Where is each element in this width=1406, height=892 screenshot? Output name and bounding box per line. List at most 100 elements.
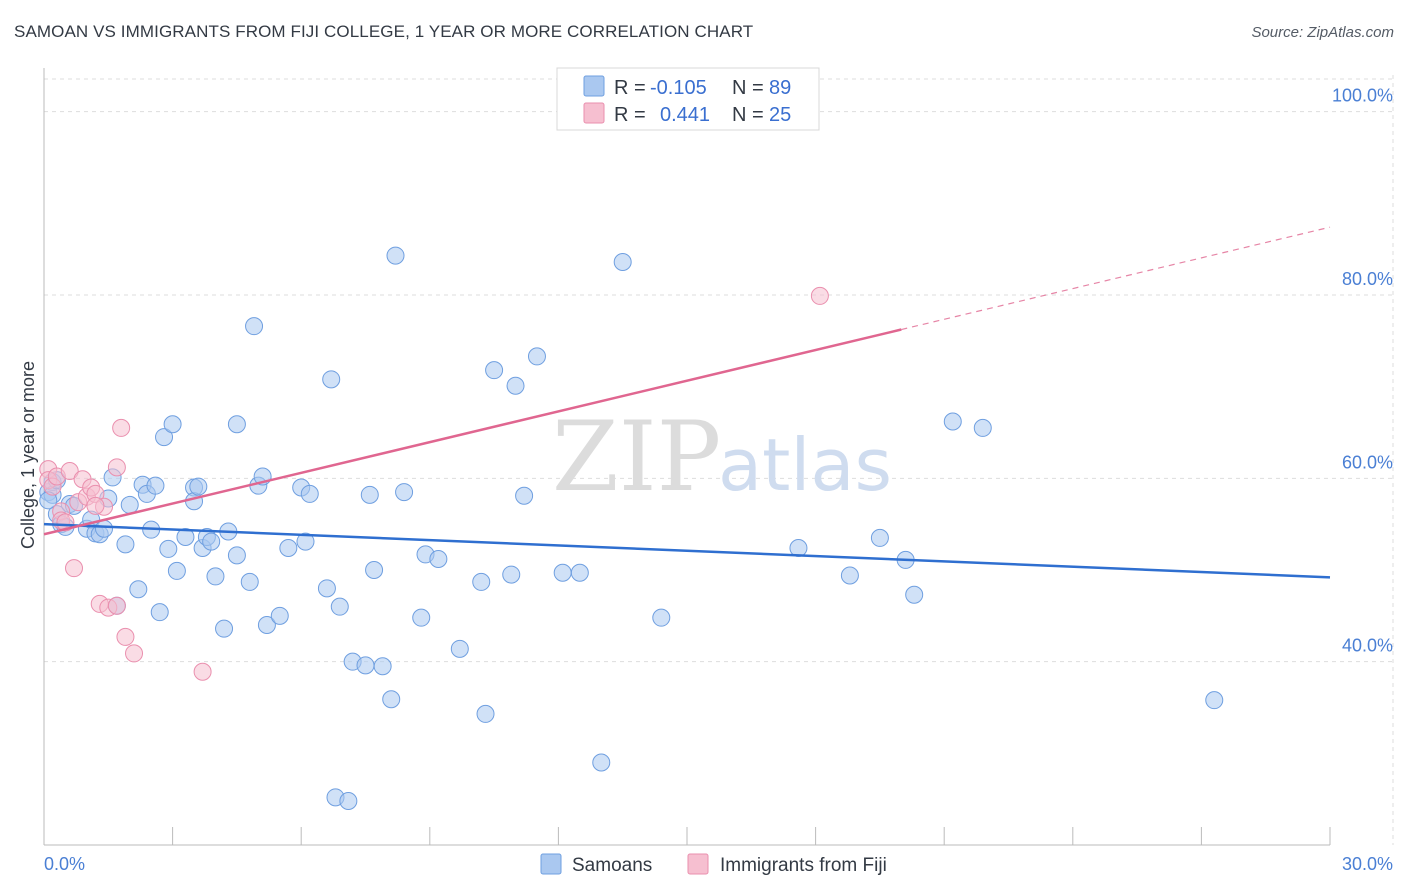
fiji-point-24 <box>56 513 75 532</box>
stats-r-value-2: 0.441 <box>660 104 710 126</box>
samoans-point-83 <box>943 412 962 431</box>
samoans-point-66 <box>472 572 491 591</box>
samoans-point-69 <box>502 565 521 584</box>
stats-r-label-2: R = <box>614 104 646 126</box>
x-tick-min: 0.0% <box>44 854 85 874</box>
watermark-atlas: atlas <box>718 423 892 507</box>
samoans-point-37 <box>227 415 246 434</box>
fiji-point-6 <box>60 462 79 480</box>
samoans-point-68 <box>485 361 504 380</box>
y-tick-label-3: 100.0% <box>1332 86 1393 106</box>
stats-n-value-2: 25 <box>769 104 791 126</box>
samoans-point-58 <box>373 657 392 676</box>
samoans-point-73 <box>553 563 572 582</box>
fiji-point-21 <box>193 662 212 681</box>
samoans-point-84 <box>973 418 992 437</box>
samoans-point-25 <box>163 415 182 434</box>
fiji-point-22 <box>810 286 829 305</box>
samoans-point-72 <box>527 347 546 366</box>
samoans-point-75 <box>592 753 611 772</box>
fiji-point-16 <box>107 596 126 615</box>
samoans-point-80 <box>870 528 889 547</box>
samoans-point-53 <box>339 792 358 810</box>
chart-title: SAMOAN VS IMMIGRANTS FROM FIJI COLLEGE, … <box>14 22 754 41</box>
samoans-point-17 <box>129 580 148 599</box>
samoans-point-40 <box>245 317 264 336</box>
samoans-point-74 <box>570 563 589 582</box>
samoans-point-24 <box>159 539 178 558</box>
samoans-point-59 <box>382 690 401 709</box>
samoans-point-61 <box>395 483 414 502</box>
fiji-point-20 <box>125 644 144 663</box>
samoans-point-15 <box>116 535 135 554</box>
samoans-point-71 <box>515 486 534 505</box>
samoans-point-27 <box>176 528 195 546</box>
samoans-point-56 <box>360 485 379 504</box>
samoans-point-64 <box>429 550 448 568</box>
fiji-point-19 <box>116 627 135 646</box>
samoans-point-45 <box>279 539 298 557</box>
legend-samoans-label: Samoans <box>572 855 652 876</box>
series-legend: Samoans Immigrants from Fiji <box>540 853 887 876</box>
y-axis-label: College, 1 year or more <box>18 361 38 549</box>
samoans-point-67 <box>476 704 495 723</box>
samoans-point-38 <box>227 546 246 565</box>
fiji-trend-line <box>43 328 902 536</box>
source-label: Source: ZipAtlas.com <box>1251 24 1394 41</box>
samoans-point-33 <box>202 532 221 551</box>
samoans-point-34 <box>206 567 225 586</box>
y-tick-label-1: 60.0% <box>1342 452 1393 472</box>
samoans-point-76 <box>613 253 632 271</box>
samoans-point-57 <box>365 561 384 579</box>
samoans-point-49 <box>317 579 336 598</box>
samoans-point-52 <box>330 597 349 616</box>
samoans-point-30 <box>189 477 208 496</box>
samoans-point-35 <box>215 619 234 638</box>
samoans-point-48 <box>300 484 319 503</box>
samoans-point-50 <box>322 370 341 389</box>
samoans-point-26 <box>167 561 186 580</box>
stats-r-value-1: -0.105 <box>650 77 707 99</box>
samoans-point-79 <box>840 566 859 585</box>
y-tick-labels: 40.0% 60.0% 80.0% 100.0% <box>1332 86 1393 656</box>
samoans-point-60 <box>386 246 405 265</box>
x-tick-max: 30.0% <box>1342 854 1393 874</box>
samoans-point-85 <box>1205 691 1224 710</box>
points-layer <box>39 246 1224 810</box>
stats-n-label-2: N = <box>732 104 764 126</box>
stats-n-label-1: N = <box>732 77 764 99</box>
trend-layer <box>43 226 1331 579</box>
fiji-point-23 <box>86 496 105 515</box>
samoans-trend-line <box>43 522 1331 579</box>
samoans-point-21 <box>146 476 165 495</box>
samoans-point-47 <box>296 532 315 551</box>
samoans-point-16 <box>120 495 139 514</box>
legend-samoans-swatch <box>540 853 562 875</box>
samoans-point-65 <box>450 639 469 658</box>
fiji-point-18 <box>112 418 131 437</box>
samoans-point-44 <box>270 606 289 625</box>
samoans-point-23 <box>155 428 174 447</box>
samoans-point-82 <box>905 585 924 604</box>
watermark-zip: ZIP <box>552 401 721 513</box>
fiji-trend-extension <box>901 226 1331 331</box>
samoans-point-77 <box>652 608 671 627</box>
fiji-swatch <box>583 102 605 124</box>
samoans-point-12 <box>95 519 114 538</box>
y-tick-label-2: 80.0% <box>1342 269 1393 289</box>
samoans-point-70 <box>506 376 525 395</box>
stats-r-label-1: R = <box>614 77 646 99</box>
legend-fiji-label: Immigrants from Fiji <box>720 855 887 876</box>
stats-legend: R = -0.105 N = 89 R = 0.441 N = 25 <box>556 67 820 131</box>
samoans-point-22 <box>150 603 169 622</box>
samoans-point-39 <box>240 572 259 591</box>
legend-fiji-swatch <box>687 853 709 875</box>
samoans-swatch <box>583 75 605 97</box>
fiji-point-7 <box>65 559 84 578</box>
stats-n-value-1: 89 <box>769 77 791 99</box>
y-tick-label-0: 40.0% <box>1342 636 1393 656</box>
samoans-point-62 <box>412 608 431 627</box>
fiji-point-17 <box>107 458 126 477</box>
axes-layer <box>43 68 1331 846</box>
